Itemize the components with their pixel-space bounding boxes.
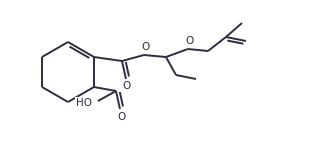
Text: O: O: [186, 36, 194, 46]
Text: O: O: [118, 112, 126, 122]
Text: HO: HO: [76, 98, 92, 108]
Text: O: O: [123, 81, 131, 91]
Text: O: O: [142, 42, 150, 52]
